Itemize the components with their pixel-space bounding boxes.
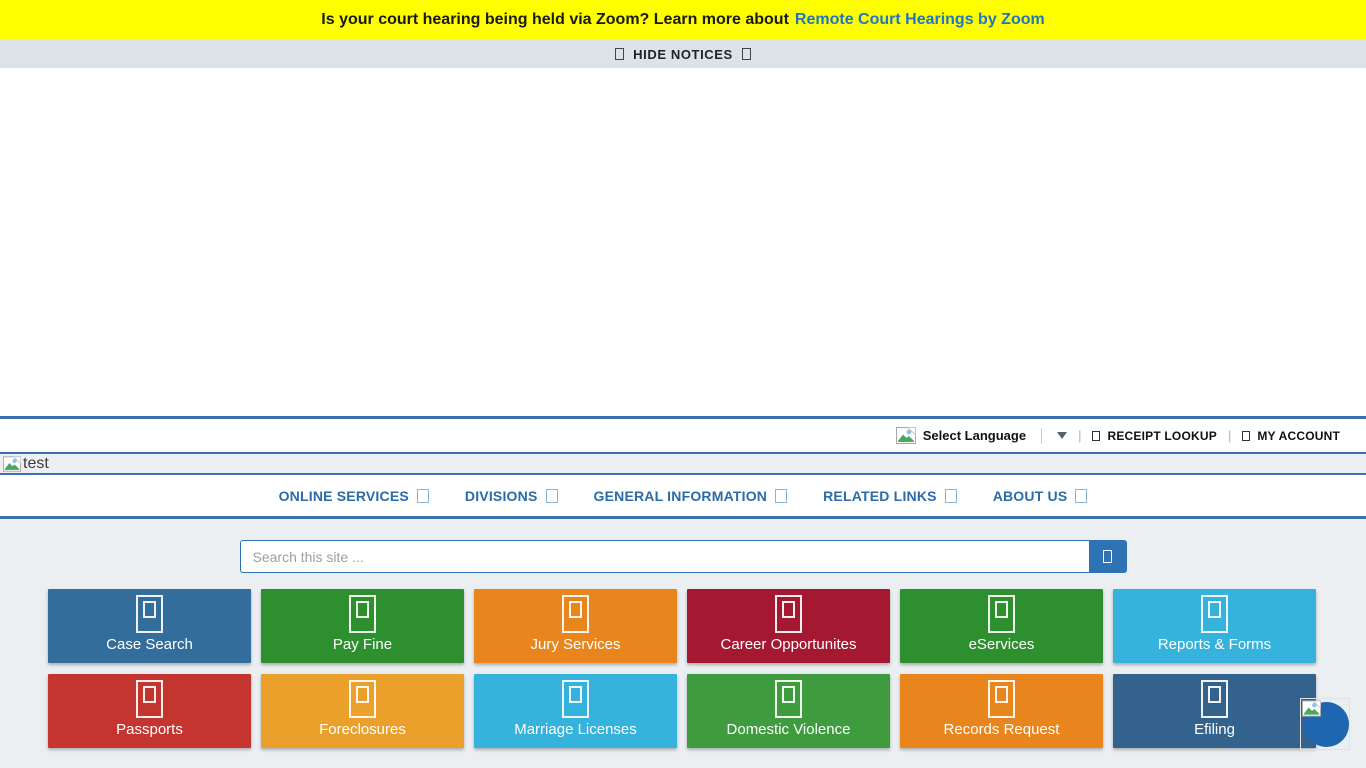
- tile-label: Records Request: [943, 721, 1060, 738]
- search-tofu-icon: [1103, 550, 1112, 563]
- tile-domestic-violence[interactable]: Domestic Violence: [687, 674, 890, 748]
- site-search: [0, 519, 1366, 573]
- account-tofu-icon: [1242, 430, 1251, 441]
- tile-reports-forms[interactable]: Reports & Forms: [1113, 589, 1316, 663]
- broken-image-icon: [895, 427, 916, 444]
- tile-tofu-icon: [1201, 595, 1228, 633]
- empty-content-area: [0, 68, 1366, 416]
- nav-caret-tofu-icon: [944, 488, 957, 503]
- notice-left-tofu-icon: [615, 48, 625, 60]
- tile-tofu-icon: [562, 680, 589, 718]
- nav-item-divisions[interactable]: DIVISIONS: [465, 488, 558, 504]
- nav-label: ONLINE SERVICES: [278, 487, 409, 504]
- tile-foreclosures[interactable]: Foreclosures: [261, 674, 464, 748]
- logo-alt-text[interactable]: test: [23, 454, 49, 472]
- top-divider-rule: [0, 416, 1366, 419]
- nav-item-general-information[interactable]: GENERAL INFORMATION: [594, 488, 788, 504]
- tile-eservices[interactable]: eServices: [900, 589, 1103, 663]
- tile-label: Reports & Forms: [1157, 636, 1272, 653]
- tile-tofu-icon: [775, 680, 802, 718]
- nav-caret-tofu-icon: [1075, 488, 1088, 503]
- accessibility-widget-button[interactable]: [1300, 698, 1350, 750]
- remote-hearings-link[interactable]: Remote Court Hearings by Zoom: [794, 11, 1045, 28]
- tile-tofu-icon: [562, 595, 589, 633]
- nav-item-related-links[interactable]: RELATED LINKS: [823, 488, 957, 504]
- nav-label: GENERAL INFORMATION: [593, 487, 768, 504]
- tile-label: eServices: [968, 636, 1035, 653]
- tile-tofu-icon: [349, 680, 376, 718]
- tile-efiling[interactable]: Efiling: [1113, 674, 1316, 748]
- tile-tofu-icon: [136, 680, 163, 718]
- nav-label: ABOUT US: [992, 487, 1068, 504]
- tile-label: Efiling: [1194, 721, 1235, 738]
- tile-tofu-icon: [1201, 680, 1228, 718]
- lower-section: Case Search Pay Fine Jury Services Caree…: [0, 519, 1366, 768]
- utility-separator: |: [1078, 428, 1082, 443]
- nav-caret-tofu-icon: [416, 488, 429, 503]
- utility-separator: |: [1227, 428, 1232, 443]
- tile-career-opportunites[interactable]: Career Opportunites: [687, 589, 890, 663]
- notice-right-tofu-icon: [741, 48, 751, 60]
- tile-label: Marriage Licenses: [514, 721, 637, 738]
- language-caret-icon: [1057, 432, 1068, 439]
- select-language-label: Select Language: [922, 428, 1027, 443]
- language-divider: [1041, 427, 1043, 444]
- utility-bar: Select Language | RECEIPT LOOKUP | MY AC…: [0, 419, 1366, 452]
- receipt-tofu-icon: [1092, 430, 1101, 441]
- zoom-alert-banner: Is your court hearing being held via Zoo…: [0, 0, 1366, 40]
- tile-label: Pay Fine: [332, 636, 393, 653]
- main-nav: ONLINE SERVICES DIVISIONS GENERAL INFORM…: [0, 475, 1366, 516]
- tile-records-request[interactable]: Records Request: [900, 674, 1103, 748]
- tile-passports[interactable]: Passports: [48, 674, 251, 748]
- tile-label: Career Opportunites: [720, 636, 857, 653]
- tile-tofu-icon: [988, 595, 1015, 633]
- nav-divider-rule: [0, 516, 1366, 519]
- notices-bar: HIDE NOTICES: [0, 40, 1366, 68]
- receipt-lookup-link[interactable]: RECEIPT LOOKUP: [1092, 428, 1217, 443]
- nav-item-about-us[interactable]: ABOUT US: [993, 488, 1088, 504]
- nav-caret-tofu-icon: [545, 488, 558, 503]
- nav-caret-tofu-icon: [775, 488, 788, 503]
- tile-label: Foreclosures: [319, 721, 406, 738]
- logo-band: test: [0, 452, 1366, 475]
- nav-item-online-services[interactable]: ONLINE SERVICES: [279, 488, 429, 504]
- tile-case-search[interactable]: Case Search: [48, 589, 251, 663]
- my-account-link[interactable]: MY ACCOUNT: [1242, 429, 1340, 443]
- broken-image-icon: [3, 455, 21, 472]
- tile-tofu-icon: [136, 595, 163, 633]
- banner-text: Is your court hearing being held via Zoo…: [321, 11, 789, 28]
- select-language-dropdown[interactable]: Select Language: [895, 427, 1068, 444]
- search-input[interactable]: [239, 540, 1089, 573]
- tile-label: Domestic Violence: [726, 721, 851, 738]
- tile-tofu-icon: [775, 595, 802, 633]
- tile-marriage-licenses[interactable]: Marriage Licenses: [474, 674, 677, 748]
- quick-link-tiles: Case Search Pay Fine Jury Services Caree…: [48, 589, 1316, 748]
- nav-label: DIVISIONS: [464, 487, 538, 504]
- tile-label: Passports: [116, 721, 183, 738]
- search-button[interactable]: [1088, 540, 1127, 573]
- tile-tofu-icon: [349, 595, 376, 633]
- broken-image-icon: [1302, 700, 1321, 717]
- tile-label: Jury Services: [530, 636, 621, 653]
- my-account-label: MY ACCOUNT: [1257, 428, 1340, 443]
- tile-label: Case Search: [106, 636, 193, 653]
- hide-notices-button[interactable]: HIDE NOTICES: [633, 46, 733, 62]
- tile-jury-services[interactable]: Jury Services: [474, 589, 677, 663]
- receipt-lookup-label: RECEIPT LOOKUP: [1107, 428, 1217, 443]
- tile-pay-fine[interactable]: Pay Fine: [261, 589, 464, 663]
- nav-label: RELATED LINKS: [823, 487, 937, 504]
- tile-tofu-icon: [988, 680, 1015, 718]
